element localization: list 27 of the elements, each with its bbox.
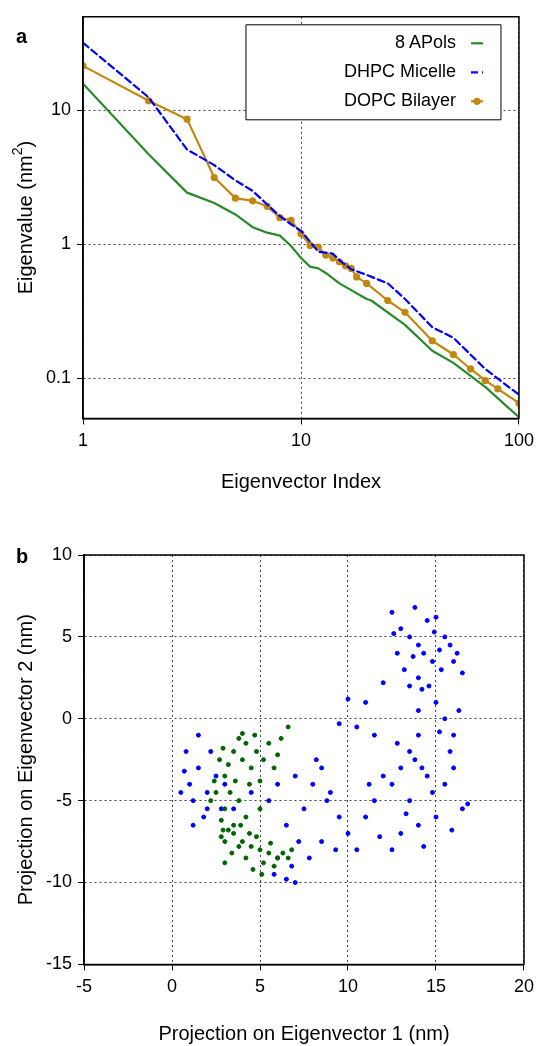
x-tick-label: 1	[78, 430, 89, 451]
x-tick-label: 20	[513, 976, 534, 997]
y-tick-label: 5	[62, 625, 73, 646]
y-axis-title: Eigenvalue (nm2)	[8, 140, 36, 295]
legend-label: DHPC Micelle	[343, 61, 456, 82]
y-tick-label: -10	[46, 871, 73, 892]
text: b	[16, 544, 29, 567]
y-tick-label: -15	[46, 953, 73, 974]
y-tick-label: 10	[51, 543, 73, 564]
x-tick-label: 0	[167, 976, 178, 997]
y-tick-label: 0	[62, 707, 73, 728]
text: a	[16, 24, 28, 47]
y-tick-label: 1	[61, 233, 72, 254]
x-tick-label: -5	[76, 976, 93, 997]
x-tick-label: 5	[255, 976, 266, 997]
y-tick-label: 0.1	[45, 367, 72, 388]
x-axis-title: Eigenvector Index	[220, 469, 382, 492]
legend-label: 8 APols	[394, 32, 456, 53]
x-tick-label: 15	[425, 976, 447, 997]
legend-label: DOPC Bilayer	[343, 90, 456, 111]
x-tick-label: 10	[290, 430, 312, 451]
y-tick-label: -5	[56, 789, 73, 810]
x-axis-title: Projection on Eigenvector 1 (nm)	[158, 1021, 450, 1044]
y-axis-title: Projection on Eigenvector 2 (nm)	[13, 614, 36, 906]
x-tick-label: 10	[337, 976, 359, 997]
x-tick-label: 100	[503, 430, 535, 451]
y-tick-label: 10	[50, 99, 72, 120]
